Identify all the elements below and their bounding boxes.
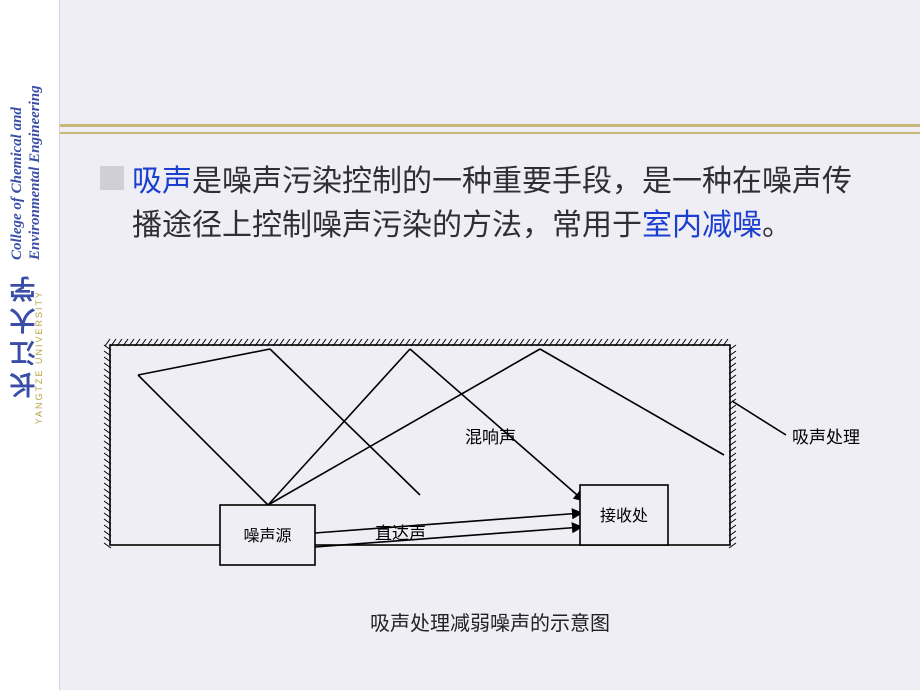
highlight-absorption: 吸声	[132, 165, 192, 198]
university-name-en: YANGTZE UNIVERSITY	[34, 290, 44, 424]
main-text: 吸声是噪声污染控制的一种重要手段，是一种在噪声传播途径上控制噪声污染的方法，常用…	[100, 160, 880, 247]
svg-text:直达声: 直达声	[375, 524, 426, 543]
dept-line-2: Environmental Engineering	[27, 85, 43, 260]
divider-top-thin	[60, 132, 920, 134]
divider-top-thick	[60, 124, 920, 127]
dept-name: College of Chemical and Environmental En…	[8, 10, 44, 260]
absorption-schematic: 噪声源 接收处 混响声直达声 吸声处理	[100, 335, 880, 595]
svg-text:接收处: 接收处	[600, 507, 648, 525]
diagram-container: 噪声源 接收处 混响声直达声 吸声处理 吸声处理减弱噪声的示意图	[100, 335, 880, 636]
bullet-square-icon	[100, 166, 124, 190]
svg-text:混响声: 混响声	[465, 428, 516, 447]
svg-text:吸声处理: 吸声处理	[792, 428, 860, 447]
highlight-indoor: 室内减噪	[642, 209, 762, 242]
dept-line-1: College of Chemical and	[9, 107, 25, 260]
paragraph: 吸声是噪声污染控制的一种重要手段，是一种在噪声传播途径上控制噪声污染的方法，常用…	[132, 160, 880, 247]
diagram-caption: 吸声处理减弱噪声的示意图	[100, 607, 880, 636]
svg-text:噪声源: 噪声源	[243, 527, 291, 545]
para-text-2: 。	[762, 209, 792, 242]
sidebar-band: College of Chemical and Environmental En…	[0, 0, 60, 690]
